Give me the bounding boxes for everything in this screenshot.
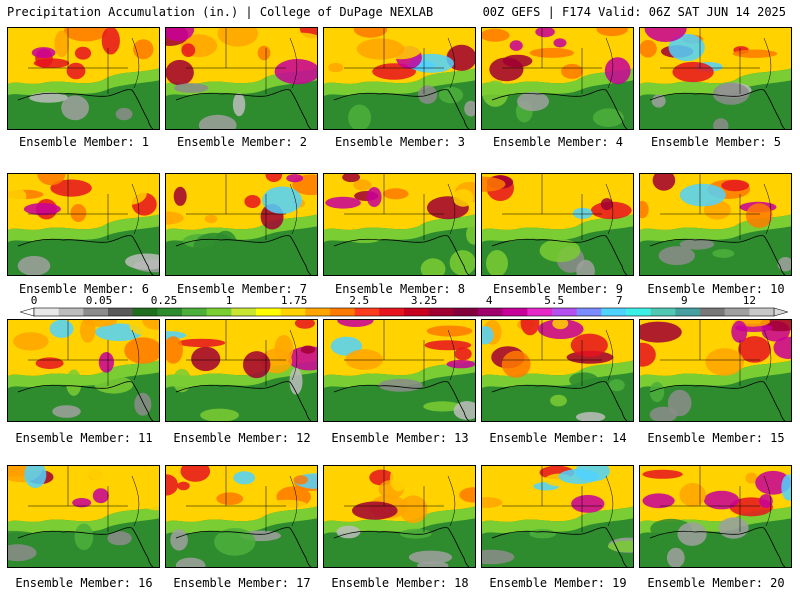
colorbar-tick-label: 2.5 xyxy=(349,294,370,307)
member-map-20 xyxy=(639,465,792,568)
member-label-17: Ensemble Member: 17 xyxy=(173,576,311,590)
colorbar-swatch-5 xyxy=(157,308,183,316)
member-label-3: Ensemble Member: 3 xyxy=(334,135,466,149)
member-map-10 xyxy=(639,173,792,276)
colorbar-swatch-0 xyxy=(34,308,59,316)
colorbar-tick-label: 7 xyxy=(615,294,623,307)
member-label-2: Ensemble Member: 2 xyxy=(176,135,308,149)
member-label-12: Ensemble Member: 12 xyxy=(173,431,311,445)
colorbar-swatch-25 xyxy=(650,308,676,316)
colorbar-swatch-23 xyxy=(601,308,627,316)
colorbar-swatch-3 xyxy=(108,308,133,316)
colorbar-tick-label: 1.75 xyxy=(280,294,308,307)
member-map-6 xyxy=(7,173,160,276)
colorbar-swatch-4 xyxy=(132,308,158,316)
member-label-16: Ensemble Member: 16 xyxy=(15,576,153,590)
colorbar-swatch-1 xyxy=(58,308,84,316)
member-map-4 xyxy=(481,27,634,130)
colorbar-tick-label: 0.05 xyxy=(85,294,113,307)
colorbar-swatch-28 xyxy=(724,308,750,316)
member-label-20: Ensemble Member: 20 xyxy=(647,576,785,590)
colorbar-tick-label: 1 xyxy=(225,294,233,307)
colorbar-tick-label: 5.5 xyxy=(544,294,565,307)
member-label-15: Ensemble Member: 15 xyxy=(647,431,785,445)
colorbar-tick-label: 3.25 xyxy=(410,294,438,307)
colorbar-max-arrow xyxy=(773,307,788,317)
colorbar-swatch-9 xyxy=(256,308,281,316)
member-map-18 xyxy=(323,465,476,568)
colorbar-swatch-20 xyxy=(527,308,553,316)
member-map-11 xyxy=(7,319,160,422)
colorbar-tick-label: 4 xyxy=(485,294,493,307)
colorbar-swatch-15 xyxy=(404,308,429,316)
map-title: Precipitation Accumulation (in.) | Colle… xyxy=(7,5,434,19)
colorbar-swatch-6 xyxy=(182,308,207,316)
member-label-7: Ensemble Member: 7 xyxy=(176,282,308,296)
colorbar-swatch-12 xyxy=(330,308,355,316)
colorbar-min-arrow xyxy=(20,307,35,317)
member-map-7 xyxy=(165,173,318,276)
member-label-18: Ensemble Member: 18 xyxy=(331,576,469,590)
member-map-19 xyxy=(481,465,634,568)
colorbar-swatch-16 xyxy=(428,308,454,316)
colorbar-swatch-26 xyxy=(675,308,701,316)
colorbar-swatch-14 xyxy=(379,308,405,316)
colorbar-swatch-18 xyxy=(478,308,503,316)
colorbar-swatch-21 xyxy=(552,308,577,316)
colorbar-swatch-22 xyxy=(576,308,602,316)
member-map-15 xyxy=(639,319,792,422)
member-map-8 xyxy=(323,173,476,276)
colorbar-swatch-2 xyxy=(83,308,109,316)
colorbar-swatch-24 xyxy=(626,308,651,316)
colorbar-swatch-11 xyxy=(305,308,331,316)
member-label-6: Ensemble Member: 6 xyxy=(18,282,150,296)
member-map-1 xyxy=(7,27,160,130)
member-label-13: Ensemble Member: 13 xyxy=(331,431,469,445)
colorbar-swatch-29 xyxy=(749,308,775,316)
member-label-11: Ensemble Member: 11 xyxy=(15,431,153,445)
member-label-5: Ensemble Member: 5 xyxy=(650,135,782,149)
precip-colorbar: 0 0.05 0.25 1 1.75 2.5 3.25 4 5.5 7 9 12 xyxy=(20,294,788,322)
member-map-13 xyxy=(323,319,476,422)
colorbar-swatch-10 xyxy=(280,308,306,316)
member-map-3 xyxy=(323,27,476,130)
run-valid-time: 00Z GEFS | F174 Valid: 06Z SAT JUN 14 20… xyxy=(482,5,786,19)
member-label-4: Ensemble Member: 4 xyxy=(492,135,624,149)
colorbar-swatch-8 xyxy=(231,308,257,316)
colorbar-tick-label: 0.25 xyxy=(150,294,178,307)
colorbar-tick-label: 0 xyxy=(30,294,38,307)
member-map-16 xyxy=(7,465,160,568)
member-map-17 xyxy=(165,465,318,568)
member-map-5 xyxy=(639,27,792,130)
member-map-2 xyxy=(165,27,318,130)
colorbar-tick-label: 12 xyxy=(742,294,756,307)
member-map-12 xyxy=(165,319,318,422)
colorbar-swatch-13 xyxy=(354,308,380,316)
colorbar-swatch-7 xyxy=(206,308,232,316)
member-label-1: Ensemble Member: 1 xyxy=(18,135,150,149)
colorbar-tick-label: 9 xyxy=(680,294,688,307)
member-label-14: Ensemble Member: 14 xyxy=(489,431,627,445)
colorbar-swatch-27 xyxy=(700,308,725,316)
member-map-14 xyxy=(481,319,634,422)
member-label-19: Ensemble Member: 19 xyxy=(489,576,627,590)
colorbar-swatch-17 xyxy=(453,308,479,316)
colorbar-swatch-19 xyxy=(502,308,528,316)
member-label-9: Ensemble Member: 9 xyxy=(492,282,624,296)
member-label-10: Ensemble Member: 10 xyxy=(647,282,785,296)
member-map-9 xyxy=(481,173,634,276)
member-label-8: Ensemble Member: 8 xyxy=(334,282,466,296)
